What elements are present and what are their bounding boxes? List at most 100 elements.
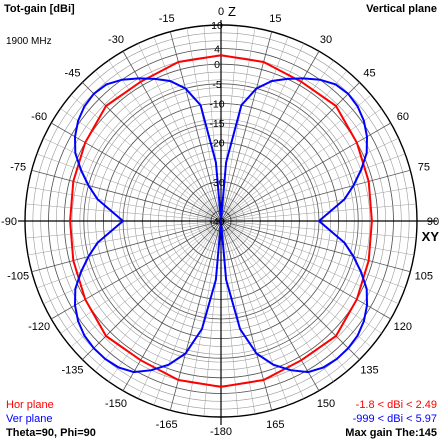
spoke-major	[220, 220, 411, 273]
radial-tick-label: -40	[209, 216, 224, 228]
spoke-major	[220, 220, 391, 320]
angle-tick-label: -90	[1, 216, 17, 228]
angle-tick-label: -120	[28, 321, 50, 333]
spoke-minor	[27, 186, 212, 220]
legend-ver-plane: Ver plane	[6, 413, 53, 425]
radial-tick-label: -30	[209, 177, 224, 189]
angle-tick-label: -60	[31, 111, 47, 123]
angle-tick-label: 165	[266, 419, 284, 431]
spoke-minor	[137, 43, 218, 213]
spoke-minor	[230, 186, 415, 220]
spoke-minor	[224, 36, 289, 212]
spoke-major	[220, 31, 273, 222]
spoke-major	[220, 220, 273, 411]
angle-tick-label: 60	[397, 111, 409, 123]
spoke-minor	[229, 226, 382, 334]
spoke-minor	[229, 137, 399, 218]
spoke-minor	[43, 137, 213, 218]
range-ver-plane: -999 < dBi < 5.97	[352, 413, 437, 425]
spoke-major	[51, 122, 222, 222]
radial-tick-label: 10	[211, 20, 223, 32]
plane-title: Vertical plane	[366, 3, 437, 15]
spoke-minor	[70, 94, 214, 215]
spoke-minor	[230, 203, 417, 221]
spoke-minor	[230, 224, 406, 289]
spoke-minor	[230, 222, 415, 256]
spoke-major	[169, 220, 222, 411]
angle-tick-label: -135	[61, 364, 83, 376]
radial-tick-label: -10	[209, 98, 224, 110]
angle-tick-label: 120	[394, 321, 412, 333]
spoke-major	[220, 51, 320, 222]
angle-tick-label: 90	[427, 216, 439, 228]
spoke-major	[122, 51, 222, 222]
spoke-minor	[230, 153, 406, 218]
spoke-minor	[224, 43, 305, 213]
spoke-major	[220, 122, 391, 222]
spoke-minor	[228, 227, 372, 348]
spoke-minor	[60, 226, 213, 334]
angle-tick-label: -165	[156, 419, 178, 431]
condition-label: Theta=90, Phi=90	[6, 427, 96, 439]
spoke-minor	[60, 108, 213, 216]
angle-tick-label: 150	[317, 398, 335, 410]
angle-tick-label: 30	[320, 34, 332, 46]
angle-tick-label: -105	[7, 270, 29, 282]
spoke-minor	[228, 94, 372, 215]
chart-title: Tot-gain [dBi]	[4, 3, 75, 15]
spoke-minor	[224, 230, 289, 406]
angle-tick-label: -150	[105, 398, 127, 410]
spoke-minor	[222, 27, 256, 212]
spoke-minor	[94, 228, 215, 372]
angle-tick-label: 135	[360, 364, 378, 376]
spoke-minor	[70, 227, 214, 348]
axis-label-z: Z	[228, 4, 236, 19]
spoke-minor	[36, 224, 212, 289]
radial-tick-label: 0	[214, 59, 220, 71]
radial-tick-label: -15	[209, 118, 224, 130]
series-ver-plane	[73, 77, 369, 374]
angle-tick-label: 75	[418, 162, 430, 174]
spoke-minor	[25, 221, 212, 239]
spoke-minor	[227, 228, 348, 372]
max-gain-label: Max gain The:145	[345, 427, 437, 439]
spoke-minor	[186, 27, 220, 212]
angle-tick-label: 0	[218, 6, 224, 18]
legend-hor-plane: Hor plane	[6, 399, 54, 411]
spoke-minor	[153, 230, 218, 406]
spoke-minor	[94, 70, 215, 214]
series-layer	[69, 54, 373, 388]
spoke-major	[169, 31, 222, 222]
series-hor-plane	[69, 54, 373, 388]
angle-tick-label: -45	[65, 68, 81, 80]
spoke-minor	[43, 224, 213, 305]
radial-tick-label: -20	[209, 138, 224, 150]
spoke-minor	[108, 229, 216, 382]
spoke-major	[51, 220, 222, 320]
frequency-label: 1900 MHz	[6, 36, 52, 47]
angle-tick-label: 15	[269, 13, 281, 25]
spoke-minor	[229, 108, 382, 216]
spoke-minor	[229, 224, 399, 305]
spoke-major	[31, 169, 222, 222]
spoke-major	[31, 220, 222, 273]
spoke-minor	[153, 36, 218, 212]
spoke-major	[220, 169, 411, 222]
spoke-major	[220, 220, 320, 391]
spoke-minor	[25, 203, 212, 221]
spoke-minor	[108, 60, 216, 213]
angle-tick-label: 45	[363, 68, 375, 80]
spoke-minor	[226, 229, 334, 382]
angle-tick-label: 105	[415, 270, 433, 282]
axis-label-xy: XY	[422, 229, 440, 244]
spoke-major	[122, 220, 222, 391]
range-hor-plane: -1.8 < dBi < 2.49	[355, 399, 437, 411]
spoke-minor	[226, 60, 334, 213]
angle-tick-label: -15	[159, 13, 175, 25]
label-layer: 0153045607590105120135150165-180-165-150…	[1, 4, 439, 438]
spoke-minor	[36, 153, 212, 218]
spoke-minor	[27, 222, 212, 256]
radial-tick-label: 4	[214, 44, 220, 56]
angle-tick-label: -30	[108, 34, 124, 46]
